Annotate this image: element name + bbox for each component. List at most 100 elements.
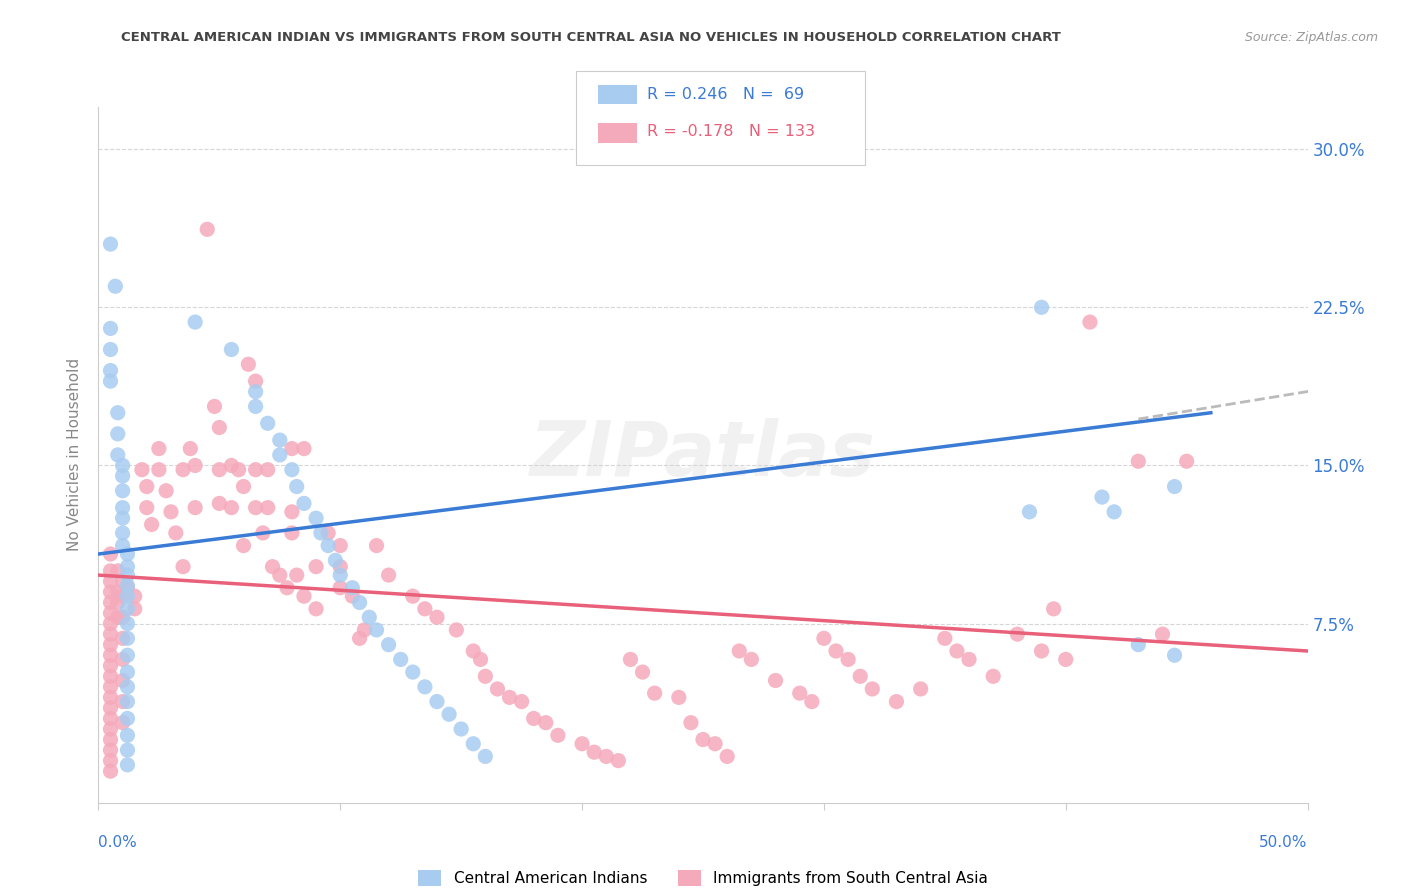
Point xyxy=(111,500,134,515)
Point xyxy=(208,463,231,477)
Point xyxy=(1175,454,1198,468)
Point xyxy=(111,539,134,553)
Point xyxy=(100,627,122,641)
Point xyxy=(100,743,122,757)
Point xyxy=(228,463,250,477)
Point xyxy=(946,644,969,658)
Point xyxy=(195,222,218,236)
Point xyxy=(571,737,593,751)
Text: Source: ZipAtlas.com: Source: ZipAtlas.com xyxy=(1244,31,1378,45)
Point xyxy=(285,568,308,582)
Point xyxy=(117,665,139,679)
Point xyxy=(100,732,122,747)
Point xyxy=(342,581,364,595)
Point xyxy=(262,559,284,574)
Point xyxy=(208,496,231,510)
Point xyxy=(111,715,134,730)
Point xyxy=(100,343,122,357)
Point xyxy=(292,496,315,510)
Point xyxy=(172,463,194,477)
Point xyxy=(117,581,139,595)
Point xyxy=(402,665,425,679)
Point xyxy=(981,669,1004,683)
Point xyxy=(1031,644,1053,658)
Point xyxy=(252,525,274,540)
Point xyxy=(141,517,163,532)
Point xyxy=(232,479,254,493)
Point xyxy=(1128,638,1150,652)
Point xyxy=(607,754,630,768)
Point xyxy=(100,547,122,561)
Point xyxy=(107,426,129,441)
Point xyxy=(474,669,496,683)
Point xyxy=(1054,652,1077,666)
Point xyxy=(1102,505,1125,519)
Text: ZIPatlas: ZIPatlas xyxy=(530,418,876,491)
Point xyxy=(104,279,127,293)
Point xyxy=(498,690,520,705)
Point xyxy=(1018,505,1040,519)
Point xyxy=(245,400,267,414)
Point xyxy=(107,406,129,420)
Point xyxy=(184,315,207,329)
Point xyxy=(111,458,134,473)
Point xyxy=(342,589,364,603)
Point xyxy=(100,321,122,335)
Point xyxy=(100,638,122,652)
Point xyxy=(111,483,134,498)
Point xyxy=(107,610,129,624)
Point xyxy=(100,680,122,694)
Point xyxy=(353,623,375,637)
Text: R = -0.178   N = 133: R = -0.178 N = 133 xyxy=(647,124,814,138)
Point xyxy=(100,701,122,715)
Point xyxy=(825,644,848,658)
Point xyxy=(208,420,231,434)
Point xyxy=(281,463,304,477)
Point xyxy=(238,357,260,371)
Point xyxy=(377,638,399,652)
Point xyxy=(111,525,134,540)
Point xyxy=(155,483,177,498)
Point xyxy=(329,539,352,553)
Point xyxy=(510,695,533,709)
Point xyxy=(107,564,129,578)
Point xyxy=(668,690,690,705)
Point xyxy=(111,632,134,646)
Point xyxy=(957,652,980,666)
Text: 50.0%: 50.0% xyxy=(1260,836,1308,850)
Point xyxy=(1042,602,1064,616)
Point xyxy=(117,695,139,709)
Point xyxy=(813,632,835,646)
Point xyxy=(1163,648,1185,663)
Point xyxy=(111,574,134,589)
Point xyxy=(329,568,352,582)
Point xyxy=(100,658,122,673)
Point xyxy=(100,595,122,609)
Point xyxy=(1007,627,1029,641)
Legend: Central American Indians, Immigrants from South Central Asia: Central American Indians, Immigrants fro… xyxy=(412,864,994,892)
Point xyxy=(256,500,278,515)
Point xyxy=(583,745,606,759)
Point xyxy=(619,652,641,666)
Point xyxy=(245,463,267,477)
Point xyxy=(148,463,170,477)
Point xyxy=(256,417,278,431)
Point xyxy=(100,648,122,663)
Point xyxy=(765,673,787,688)
Point xyxy=(1078,315,1101,329)
Point xyxy=(117,632,139,646)
Point xyxy=(232,539,254,553)
Point xyxy=(426,610,449,624)
Point xyxy=(329,581,352,595)
Point xyxy=(276,581,298,595)
Text: 0.0%: 0.0% xyxy=(98,836,138,850)
Text: R = 0.246   N =  69: R = 0.246 N = 69 xyxy=(647,87,804,102)
Point xyxy=(413,680,436,694)
Point xyxy=(860,681,883,696)
Point xyxy=(281,525,304,540)
Point xyxy=(245,384,267,399)
Point xyxy=(100,564,122,578)
Point xyxy=(245,374,267,388)
Point xyxy=(135,500,157,515)
Point xyxy=(111,695,134,709)
